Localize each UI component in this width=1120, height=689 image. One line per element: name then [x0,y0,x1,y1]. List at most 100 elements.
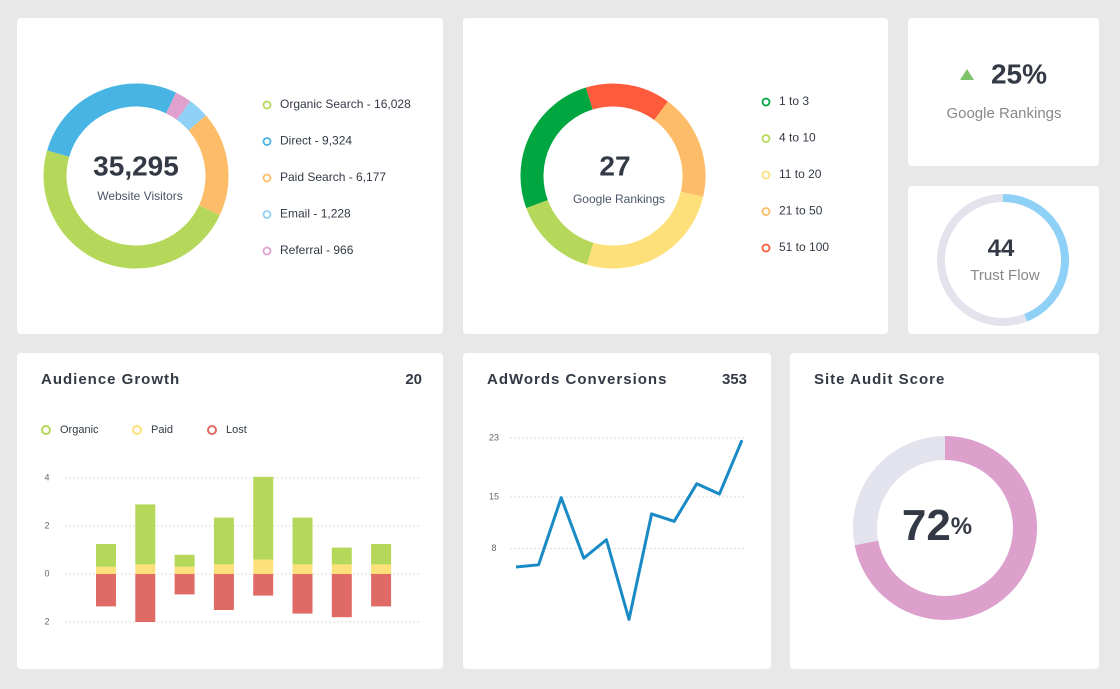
panel [790,353,1099,669]
legend-entry: 11 to 20 [779,167,822,181]
y-tick-label: 4 [44,472,49,482]
bar-segment [371,544,392,565]
bar-segment [135,574,156,622]
donut-segment [176,101,206,131]
bar-segment [371,574,392,607]
bar-segment [96,574,116,607]
legend-separator: - [323,243,334,257]
legend-marker [761,97,771,107]
legend-marker [262,137,272,146]
panel-total: 20 [405,371,422,388]
bar-segment [213,517,234,565]
total: 35,295 [93,150,179,181]
legend-name: Referral [280,243,323,257]
y-tick-label: 0 [44,568,49,578]
donut-segment [586,191,704,269]
total: 27 [599,150,630,181]
legend-marker [262,246,272,256]
legend-value: 9,324 [322,134,352,148]
bar-segment [213,564,234,574]
donut-segment [526,199,594,265]
bar-segment [174,574,195,595]
bar-segment [174,554,195,567]
legend-name: 51 to 100 [779,240,829,254]
legend-entry: Organic Search - 16,028 [280,97,411,111]
legend-marker [41,425,51,435]
legend-name: 1 to 3 [779,94,809,108]
legend-marker [761,243,771,253]
donut-segment [43,150,220,269]
legend-name: 11 to 20 [779,167,822,181]
y-tick-label: 2 [44,616,49,626]
gauge-label: Trust Flow [970,267,1040,284]
donut-segment [653,101,706,197]
bar-segment [174,566,195,574]
gauge-number: 44 [988,235,1015,262]
legend-separator: - [345,170,356,184]
panel [463,353,771,669]
panel [908,18,1099,166]
gauge-arc [854,436,1037,620]
y-tick-label: 23 [489,432,499,442]
gauge-value: 44 [988,235,1015,262]
legend-marker [262,210,272,219]
legend-entry: Referral - 966 [280,243,354,257]
line-series [515,439,744,621]
donut-segment [188,115,229,216]
legend-separator: - [310,207,321,221]
legend-marker [262,100,272,110]
gauge-value: 72% [902,501,972,550]
legend-entry: Organic [60,424,99,436]
gauge-number: 72 [902,501,951,550]
donut-segment [165,92,191,120]
bar-segment [96,566,116,574]
legend-value: 16,028 [374,97,411,111]
legend-marker [207,425,217,435]
bar-segment [292,517,313,565]
bar-segment [331,574,352,618]
legend-marker [761,207,771,216]
panel-title: Site Audit Score [814,371,945,388]
bar-segment [96,544,116,567]
y-tick-label: 15 [489,491,499,501]
total-label: Google Rankings [573,192,665,206]
bar-segment [331,547,352,565]
donut-segment [520,87,594,209]
legend-marker [262,173,272,183]
gauge-arc [1002,194,1069,322]
legend-value: 966 [333,243,353,257]
card-label: Google Rankings [946,105,1061,122]
card-value: 25% [991,58,1047,89]
bar-segment [253,559,274,574]
legend-name: 4 to 10 [779,131,816,145]
legend-marker [132,425,142,435]
bar-segment [253,476,274,560]
legend-entry: 51 to 100 [779,240,829,254]
legend-entry: 21 to 50 [779,204,823,218]
bar-segment [371,564,392,574]
bar-segment [292,574,313,614]
legend-separator: - [311,134,322,148]
up-arrow [960,69,974,80]
legend-entry: Direct - 9,324 [280,134,352,148]
legend-marker [761,170,771,180]
y-tick-label: 8 [491,543,496,553]
legend-name: Organic Search [280,97,363,111]
bar-segment [135,504,156,565]
y-tick-label: 2 [44,520,49,530]
legend-marker [761,134,771,143]
panel-total: 353 [722,371,747,388]
legend-name: Direct [280,134,312,148]
legend-separator: - [363,97,374,111]
legend-value: 1,228 [321,207,351,221]
gauge-unit: % [951,513,972,540]
legend-name: Paid Search [280,170,345,184]
panel-title: Audience Growth [41,371,180,388]
bar-segment [331,564,352,574]
legend-name: 21 to 50 [779,204,823,218]
legend-entry: Lost [226,424,247,436]
legend-entry: Paid [151,424,173,436]
bar-segment [213,574,234,610]
donut-segment [585,83,668,121]
